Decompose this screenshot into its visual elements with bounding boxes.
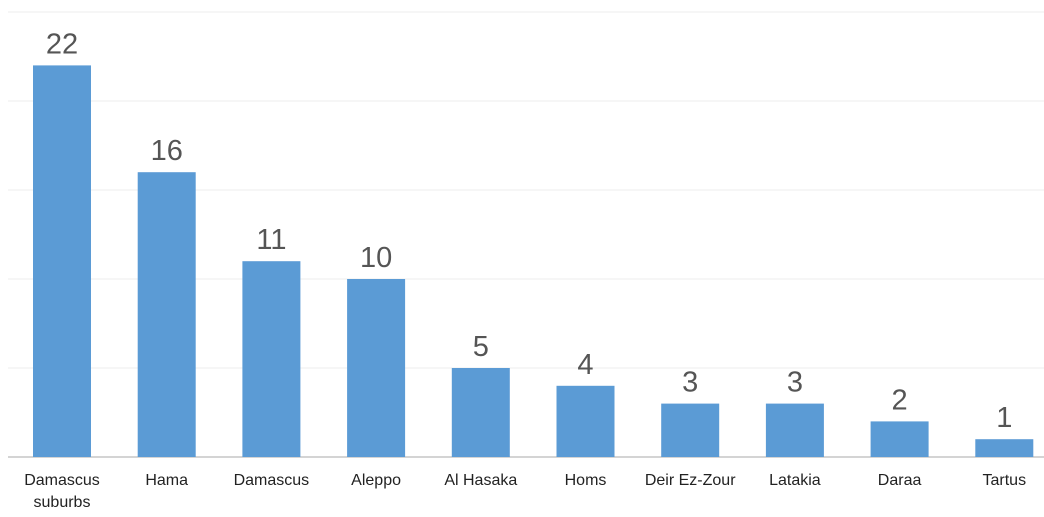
x-tick-label: Hama bbox=[145, 472, 189, 489]
bar bbox=[975, 439, 1034, 457]
x-tick-label: Deir Ez-Zour bbox=[644, 472, 736, 489]
bar bbox=[451, 368, 510, 457]
x-tick-label: Damascus bbox=[233, 472, 310, 489]
bar bbox=[661, 403, 720, 457]
x-tick-label: Tartus bbox=[982, 472, 1027, 489]
value-label: 4 bbox=[577, 349, 593, 381]
x-tick-label: Latakia bbox=[769, 472, 821, 489]
x-tick-label: Damascus suburbs bbox=[24, 472, 100, 511]
value-label: 5 bbox=[473, 331, 489, 363]
x-tick-label: Aleppo bbox=[351, 472, 401, 489]
x-tick-label: Homs bbox=[564, 472, 607, 489]
x-tick-label: Daraa bbox=[877, 472, 922, 489]
value-label: 16 bbox=[151, 135, 183, 167]
value-label: 22 bbox=[46, 28, 78, 60]
bar bbox=[347, 279, 406, 457]
value-label: 10 bbox=[360, 242, 392, 274]
value-label: 3 bbox=[787, 367, 803, 399]
bar bbox=[242, 261, 301, 457]
x-tick-label: Al Hasaka bbox=[444, 472, 518, 489]
bar bbox=[33, 65, 91, 458]
value-label: 3 bbox=[682, 367, 698, 399]
bar bbox=[765, 403, 824, 457]
bar bbox=[556, 385, 615, 457]
bar bbox=[870, 421, 929, 457]
value-label: 1 bbox=[996, 402, 1012, 434]
value-label: 11 bbox=[256, 224, 286, 256]
value-label: 2 bbox=[892, 384, 908, 416]
bar bbox=[137, 172, 196, 457]
